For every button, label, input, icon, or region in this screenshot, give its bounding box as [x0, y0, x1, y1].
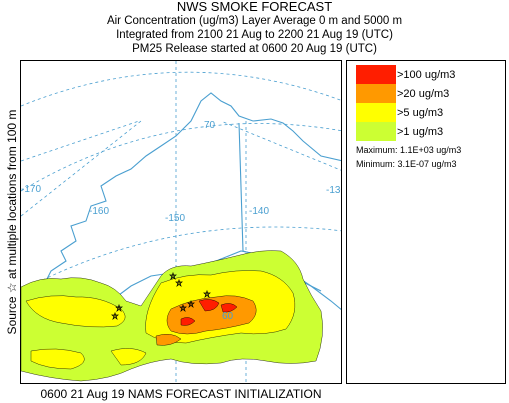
smoke-gt100: [180, 299, 238, 326]
legend-item-gt20: >20 ug/m3: [356, 84, 449, 103]
legend-swatch: [356, 84, 396, 103]
fire-source-markers: [111, 271, 211, 321]
subtitle-integration: Integrated from 2100 21 Aug to 2200 21 A…: [116, 29, 393, 41]
legend-panel: >100 ug/m3 >20 ug/m3 >5 ug/m3 >1 ug/m3 M…: [346, 60, 506, 384]
lon-label-140: -140: [249, 206, 269, 217]
source-label: Source ☆ at multiple locations from 100 …: [5, 109, 19, 335]
source-marker: [203, 289, 211, 299]
map-title: NWS SMOKE FORECAST: [176, 0, 333, 14]
lat-line-70: [21, 123, 341, 192]
legend-item-gt1: >1 ug/m3: [356, 122, 443, 141]
source-marker: [187, 299, 195, 309]
legend-label: >20 ug/m3: [397, 87, 450, 100]
inner-grid-label: 60: [222, 311, 234, 322]
legend-maximum: Maximum: 1.1E+03 ug/m3: [356, 145, 462, 155]
longitude-lines: [21, 61, 341, 383]
lon-label-130: -130: [326, 185, 342, 196]
lon-line-130: [220, 120, 341, 171]
source-marker: [115, 303, 123, 313]
legend-item-gt5: >5 ug/m3: [356, 103, 443, 122]
lon-label-160: -160: [89, 206, 109, 217]
lon-line-170: [21, 120, 140, 162]
legend-label: >5 ug/m3: [397, 106, 444, 119]
latitude-lines: [21, 71, 341, 292]
lat-label-70: 70: [204, 120, 216, 131]
legend-item-gt100: >100 ug/m3: [356, 65, 455, 84]
lon-label-150: -150: [165, 213, 185, 224]
forecast-footer: 0600 21 Aug 19 NAMS FORECAST INITIALIZAT…: [40, 387, 322, 401]
source-marker: [169, 271, 177, 281]
legend-minimum: Minimum: 3.1E-07 ug/m3: [356, 159, 457, 169]
lon-line-160: [21, 120, 142, 217]
smoke-map: 70 -170 -160 -150 -140 -130 60: [20, 60, 342, 384]
source-marker: [111, 311, 119, 321]
legend-swatch: [356, 103, 396, 122]
lat-line-80: [21, 71, 341, 107]
legend-swatch: [356, 65, 396, 84]
alaska-coastline: [40, 92, 341, 292]
lon-label-170: -170: [21, 184, 41, 195]
legend-swatch: [356, 122, 396, 141]
subtitle-concentration: Air Concentration (ug/m3) Layer Average …: [106, 15, 403, 27]
source-marker: [175, 278, 183, 288]
legend-label: >1 ug/m3: [397, 125, 444, 138]
source-marker: [179, 303, 187, 313]
subtitle-release: PM25 Release started at 0600 20 Aug 19 (…: [132, 43, 377, 55]
map-canvas: 70 -170 -160 -150 -140 -130 60: [21, 61, 342, 383]
legend-label: >100 ug/m3: [397, 68, 456, 81]
lat-line-60: [21, 226, 341, 292]
